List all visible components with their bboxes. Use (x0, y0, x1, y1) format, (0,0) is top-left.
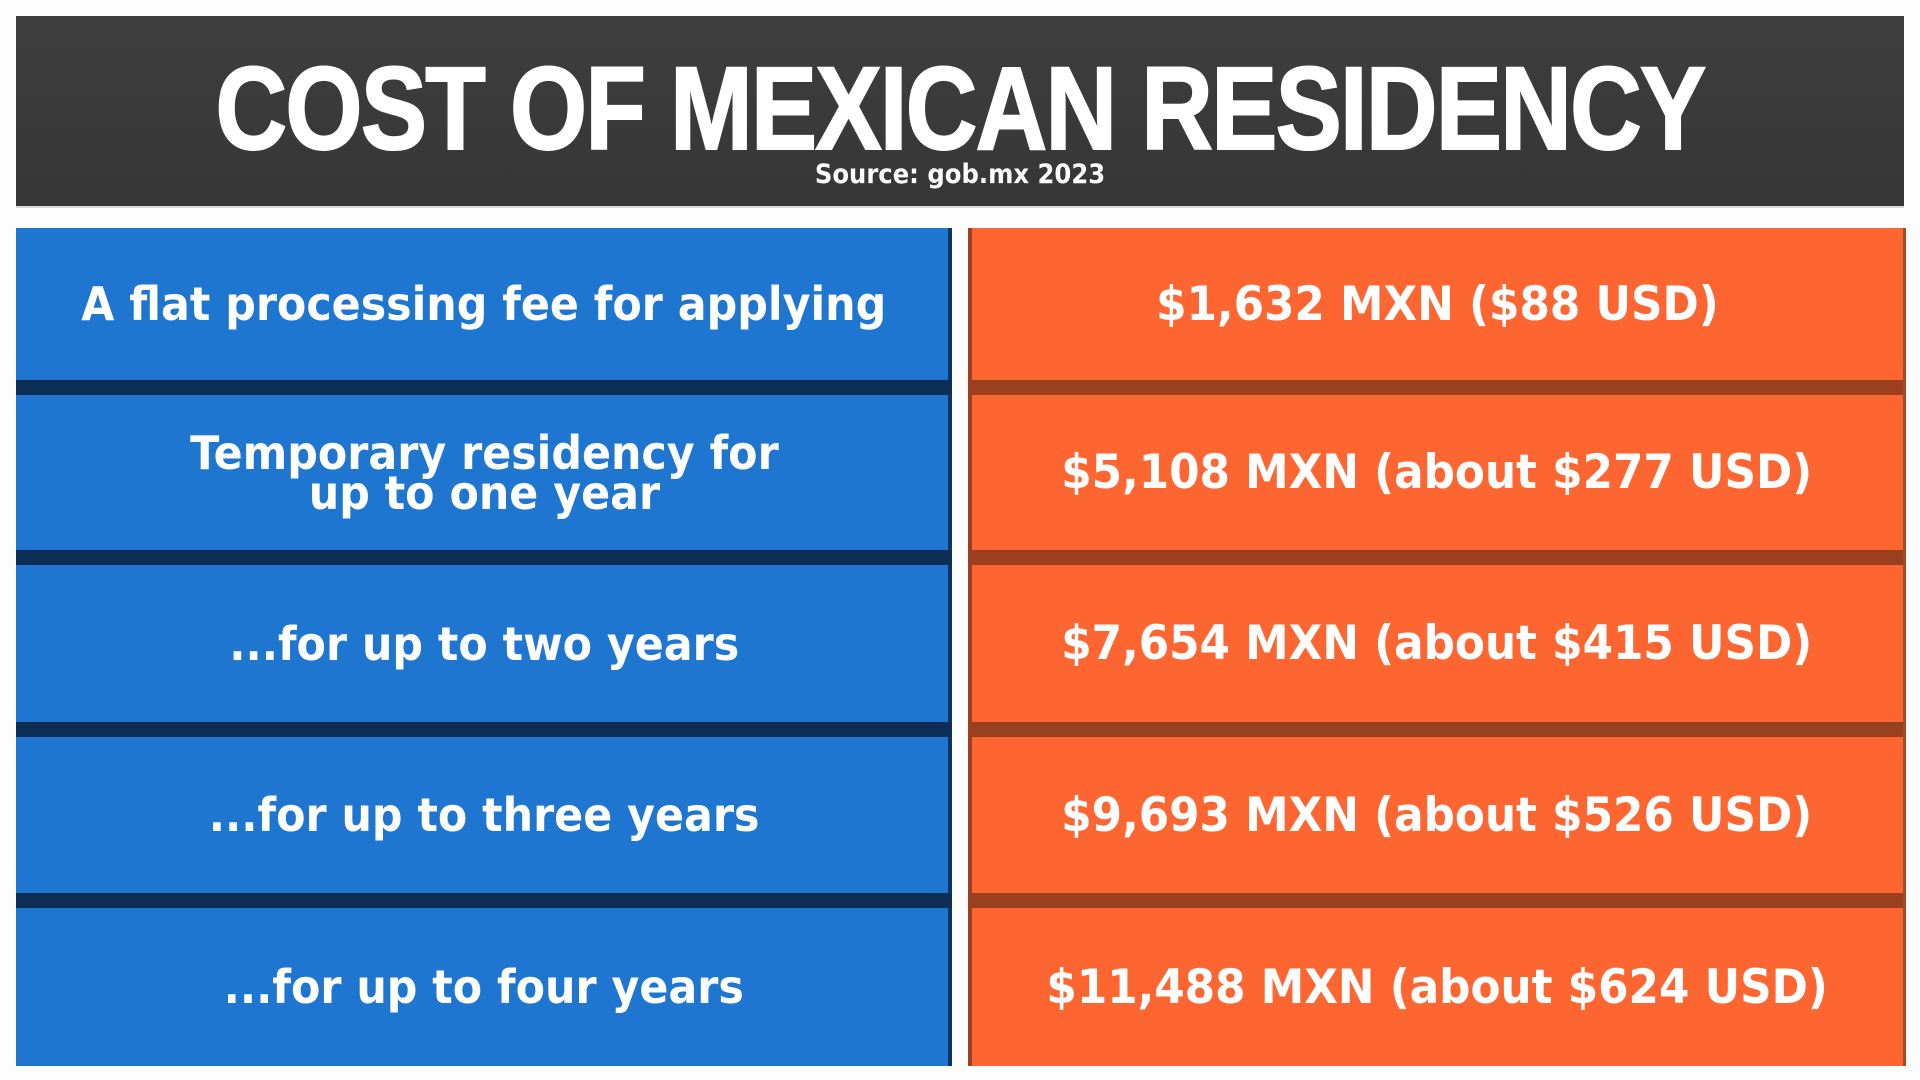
row-divider (972, 550, 1903, 565)
item-column: A flat processing fee for applying Tempo… (16, 228, 952, 1066)
page-title: COST OF MEXICAN RESIDENCY (215, 43, 1707, 175)
item-label: Temporary residency for up to one year (189, 425, 779, 520)
title-banner: COST OF MEXICAN RESIDENCY Source: gob.mx… (16, 16, 1904, 208)
item-row: Temporary residency for up to one year (16, 395, 952, 550)
cost-row: $5,108 MXN (about $277 USD) (968, 395, 1906, 550)
cost-value: $11,488 MXN (about $624 USD) (1046, 959, 1828, 1015)
item-label: ...for up to two years (228, 616, 740, 671)
row-divider (16, 380, 952, 395)
row-divider (972, 893, 1903, 908)
item-row: ...for up to four years (16, 908, 952, 1066)
row-divider (972, 380, 1903, 395)
item-row: ...for up to two years (16, 565, 952, 722)
item-label: ...for up to four years (223, 960, 745, 1014)
item-label: A flat processing fee for applying (81, 277, 887, 331)
cost-value: $5,108 MXN (about $277 USD) (1061, 445, 1813, 500)
row-divider (16, 722, 952, 737)
cost-value: $9,693 MXN (about $526 USD) (1061, 787, 1813, 843)
row-divider (16, 893, 952, 908)
cost-value: $1,632 MXN ($88 USD) (1155, 276, 1719, 332)
cost-value: $7,654 MXN (about $415 USD) (1061, 616, 1813, 671)
row-divider (16, 550, 952, 565)
row-divider (972, 722, 1903, 737)
item-row: A flat processing fee for applying (16, 228, 952, 380)
cost-column: $1,632 MXN ($88 USD) $5,108 MXN (about $… (968, 228, 1906, 1066)
item-row: ...for up to three years (16, 737, 952, 893)
cost-row: $9,693 MXN (about $526 USD) (968, 737, 1906, 893)
cost-row: $11,488 MXN (about $624 USD) (968, 908, 1906, 1066)
cost-row: $1,632 MXN ($88 USD) (968, 228, 1906, 380)
source-caption: Source: gob.mx 2023 (814, 159, 1106, 190)
item-label: ...for up to three years (208, 788, 760, 842)
cost-row: $7,654 MXN (about $415 USD) (968, 565, 1906, 722)
